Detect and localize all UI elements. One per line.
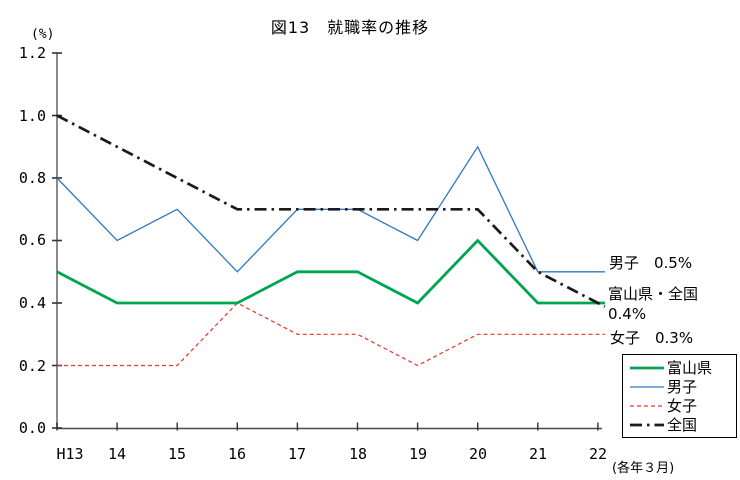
legend-row-富山県: 富山県 — [630, 358, 731, 377]
x-tick-label: 14 — [107, 445, 127, 463]
series-value-annotation: 0.4% — [608, 305, 647, 323]
y-axis-unit-label: (%) — [31, 27, 55, 42]
y-tick-label: 0.0 — [18, 419, 46, 437]
y-tick-label: 1.0 — [18, 107, 46, 125]
x-tick-label: H13 — [56, 445, 84, 463]
legend-label: 女子 — [667, 397, 698, 415]
legend-label: 男子 — [667, 378, 698, 396]
x-axis-note: (各年３月) — [612, 461, 675, 476]
legend-row-全国: 全国 — [630, 415, 731, 434]
series-line-富山県 — [56, 238, 605, 305]
legend-line-sample — [630, 366, 664, 369]
y-tick-label: 0.4 — [18, 294, 46, 312]
legend-box: 富山県 男子 女子 全国 — [622, 354, 737, 438]
x-tick-label: 20 — [468, 445, 488, 463]
chart-title: 図13 就職率の推移 — [270, 18, 430, 37]
y-tick-label: 1.2 — [18, 44, 46, 62]
series-value-annotation: 富山県・全国 — [608, 285, 699, 303]
legend-label: 全国 — [667, 416, 698, 434]
y-tick-label: 0.6 — [18, 231, 46, 249]
legend-line-sample — [630, 385, 664, 388]
x-tick-label: 19 — [408, 445, 428, 463]
series-line-女子 — [57, 302, 605, 367]
x-tick-label: 21 — [528, 445, 548, 463]
legend-line-sample — [630, 423, 664, 426]
legend-line-sample — [630, 404, 664, 407]
series-line-全国 — [56, 114, 606, 308]
x-tick-label: 15 — [167, 445, 187, 463]
x-tick-label: 17 — [287, 445, 307, 463]
series-value-annotation: 女子 0.3% — [610, 329, 694, 347]
y-tick-label: 0.2 — [18, 357, 46, 375]
legend-label: 富山県 — [667, 359, 713, 377]
x-tick-label: 16 — [227, 445, 247, 463]
x-tick-label: 18 — [348, 445, 368, 463]
series-value-annotation: 男子 0.5% — [609, 254, 693, 272]
legend-row-女子: 女子 — [630, 396, 731, 415]
x-tick-label: 22 — [588, 445, 608, 463]
y-tick-label: 0.8 — [18, 169, 46, 187]
legend-row-男子: 男子 — [630, 377, 731, 396]
